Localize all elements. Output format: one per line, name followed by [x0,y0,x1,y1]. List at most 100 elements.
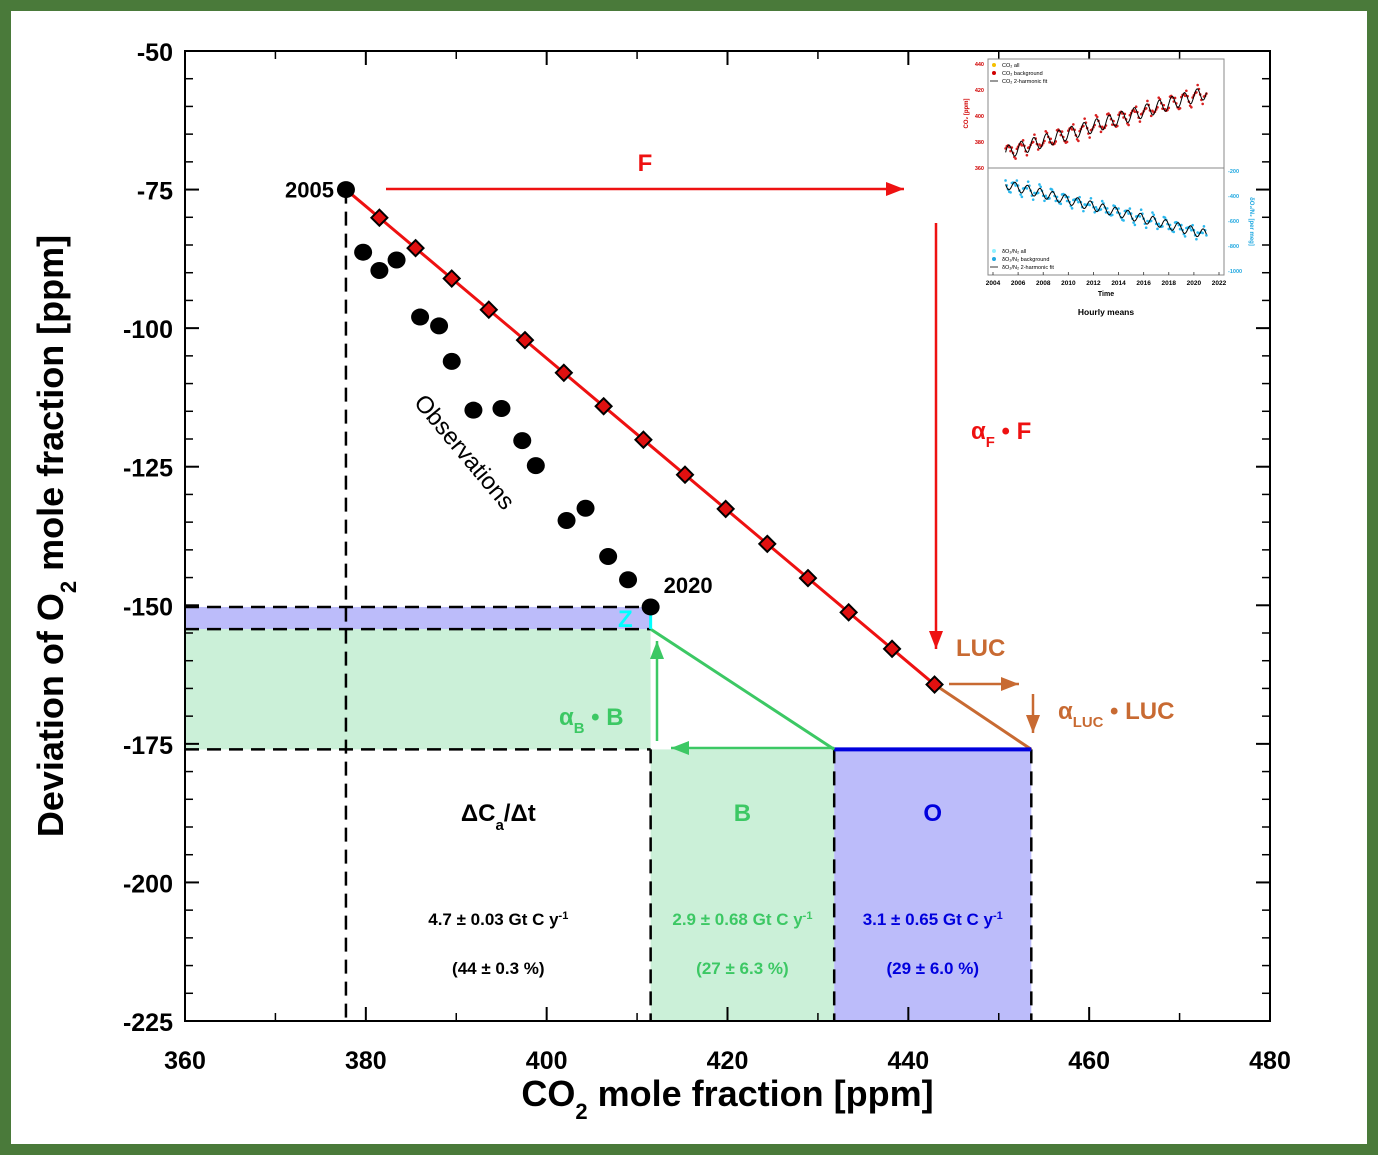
inset-o2-dot [1191,223,1194,227]
ocean-title: O [923,800,942,827]
fossil-marker [925,675,944,694]
observation-point [492,400,511,418]
dashed-guides [185,189,1033,1021]
fossil-marker [757,534,777,554]
inset-o2-dot [1110,213,1114,217]
inset-o2-dot [1139,208,1143,212]
budget-fills [185,606,1032,1021]
inset-x-tick-label: 2016 [1136,280,1151,287]
inset-o2-dot [1020,195,1024,199]
inset-co2-dot [1072,123,1075,126]
inset-co2-dot [1127,123,1130,127]
fossil-marker [594,396,614,416]
inset-o2-dot [1100,199,1104,203]
inset-o2-dot [1048,197,1051,200]
inset-o2-dot [1099,208,1103,211]
label-2020: 2020 [664,573,713,598]
inset-o2-fit [1005,181,1207,238]
observation-point [411,308,430,326]
inset-co2-dot [1178,106,1182,110]
F-arrow-head [886,182,904,196]
x-tick-label: 400 [526,1047,568,1075]
y-tick-label: -75 [137,178,173,206]
observation-point [442,352,461,370]
inset-co2-dot [1025,153,1029,157]
inset-o2-dot [1138,215,1142,218]
inset-x-tick-label: 2010 [1061,280,1076,287]
inset-o2-dot [1167,227,1171,231]
inset-o2-dot [1149,219,1153,223]
inset-co2-dot [1009,149,1012,153]
inset-o2-dot [1088,203,1091,207]
inset-co2-dot [1183,94,1187,98]
inset-co2-dot [1036,148,1040,151]
fossil-marker [515,330,535,350]
fossil-marker [369,208,389,228]
inset-co2-dot [1146,99,1149,103]
chart-frame: 360 380 400 420 440 460 480 -50 -75 -100 -125 -150 -… [11,11,1367,1144]
observation-point [387,251,406,269]
inset-o2-dot [1082,209,1085,213]
inset-o2-dot [1144,226,1148,230]
inset-x-tick-label: 2018 [1162,280,1177,287]
inset-legend-bottom-item: δO₂/N₂ 2-harmonic fit [1002,265,1054,271]
alpha-F-arrow-head [929,631,943,649]
fossil-marker [882,639,902,659]
observation-point [370,261,389,279]
inset-o2-dot [1093,210,1096,214]
inset-o2-dot [1004,179,1007,182]
inset-co2-dot [1031,140,1035,144]
biosphere-value: 2.9 ± 0.68 Gt C y-1 [672,910,812,929]
inset-o2-dot [1202,225,1206,228]
inset-x-tick-label: 2012 [1086,280,1101,287]
inset-o2-dot [1190,228,1193,232]
inset-o2-dot [1163,216,1167,219]
inset-left-tick-label: 380 [975,140,984,146]
inset-co2-dot [1070,128,1074,131]
x-tick-label: 440 [887,1047,929,1075]
inset-o2-dot [1157,222,1161,226]
inset-o2-dot [1151,211,1154,214]
inset-legend-marker [992,63,996,67]
inset-legend-top-item: CO₂ all [1002,63,1019,69]
biosphere-title: B [734,800,751,827]
LUC-label: LUC [956,635,1005,662]
inset-co2-dot [1144,107,1148,110]
inset-co2-dot [1138,120,1142,123]
fossil-marker [716,499,736,519]
inset-legend-marker [992,257,996,261]
inset-o2-dot [1117,207,1120,210]
inset-o2-dot [1089,196,1093,200]
inset-o2-dot [1161,225,1164,228]
inset-left-axis-label: CO₂ [ppm] [964,99,970,129]
inset-o2-dot [1172,230,1176,234]
fossil-marker [442,269,462,288]
inset-plot: 2004 2006 2008 2010 2012 2014 2016 2018 2020 2022… [964,58,1254,317]
x-tick-label: 380 [345,1047,387,1075]
alpha-LUC-arrow-head [1026,715,1040,733]
inset-x-tick-label: 2008 [1036,280,1051,287]
inset-left-tick-label: 400 [975,114,984,120]
inset-legend-marker [992,71,996,75]
inset-left-tick-label: 420 [975,88,984,94]
inset-o2-dot [1038,183,1041,186]
inset-o2-dot [1195,237,1198,241]
Z-label: Z [618,606,633,633]
inset-co2-dot [1133,110,1137,114]
inset-o2-dot [1009,191,1012,194]
inset-x-tick-label: 2014 [1111,280,1126,287]
inset-co2-fit [1005,88,1207,157]
inset-right-tick-label: -400 [1228,194,1239,200]
ocean-value: 3.1 ± 0.65 Gt C y-1 [863,910,1003,929]
x-axis-title: CO2 mole fraction [ppm] [521,1073,933,1124]
inset-co2-dot [1021,139,1025,142]
inset-o2-dot [1025,187,1029,190]
inset-o2-dot [1019,193,1022,196]
inset-o2-dot [1201,231,1204,235]
inset-right-tick-label: -200 [1228,169,1239,175]
inset-o2-dot [1127,212,1130,215]
fossil-marker [554,363,574,383]
inset-legend-bottom-item: δO₂/N₂ background [1002,257,1049,263]
inset-right-tick-label: -800 [1228,244,1239,250]
y-tick-label: -150 [123,593,173,621]
